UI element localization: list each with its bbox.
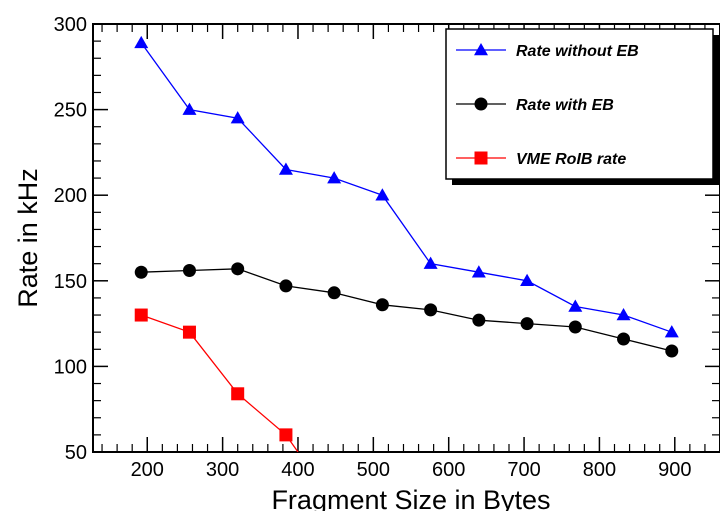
data-point [520, 317, 534, 331]
y-axis-title: Rate in kHz [13, 168, 43, 308]
series-line-1 [141, 268, 672, 352]
x-tick-label: 700 [507, 459, 540, 481]
data-point [423, 256, 438, 269]
legend: Rate without EB Rate with EB VME RoIB rate [445, 28, 719, 185]
x-tick-label: 400 [281, 459, 314, 481]
data-point [568, 299, 583, 312]
legend-marker [474, 43, 488, 56]
data-point [327, 286, 341, 300]
y-tick-label: 150 [54, 271, 87, 293]
legend-label: VME RoIB rate [516, 151, 626, 168]
data-point [616, 308, 631, 321]
y-tick-label: 300 [54, 14, 87, 36]
y-tick-label: 200 [54, 185, 87, 207]
y-tick-label: 250 [54, 100, 87, 122]
data-point [664, 325, 679, 338]
data-point [568, 320, 582, 334]
data-point [278, 162, 293, 175]
y-tick-label: 100 [54, 356, 87, 378]
x-tick-label: 300 [206, 459, 239, 481]
x-tick-label: 500 [357, 459, 390, 481]
data-point [665, 344, 679, 358]
data-point [471, 265, 486, 278]
data-point [134, 308, 148, 322]
y-tick-label: 50 [65, 442, 87, 464]
axis-ticks: 50 100 150 200 250 300 200 300 400 500 600 700 800 90… [54, 14, 720, 481]
series-line-0 [140, 42, 673, 333]
data-point [182, 102, 197, 115]
legend-marker [474, 151, 488, 165]
x-tick-label: 200 [131, 459, 164, 481]
data-point [375, 188, 390, 201]
x-tick-label: 600 [432, 459, 465, 481]
data-point [617, 332, 631, 346]
data-point [424, 303, 438, 317]
x-axis-title: Fragment Size in Bytes [271, 485, 550, 511]
legend-marker [474, 97, 488, 111]
legend-label: Rate with EB [516, 97, 614, 114]
plot-frame [92, 23, 720, 453]
legend-label: Rate without EB [516, 43, 639, 60]
markers-layer [134, 35, 679, 442]
data-point [230, 111, 245, 124]
data-point [134, 35, 149, 49]
data-point [182, 264, 196, 278]
data-point [231, 262, 245, 276]
series-line-2 [140, 314, 299, 452]
data-point [520, 273, 535, 287]
data-point [375, 298, 389, 312]
data-point [231, 387, 245, 401]
data-point [472, 313, 486, 327]
x-tick-label: 800 [583, 459, 616, 481]
data-point [279, 428, 293, 442]
x-tick-label: 900 [658, 459, 691, 481]
data-point [182, 325, 196, 339]
data-point [279, 279, 293, 293]
data-point [134, 265, 148, 279]
data-point [327, 171, 342, 184]
